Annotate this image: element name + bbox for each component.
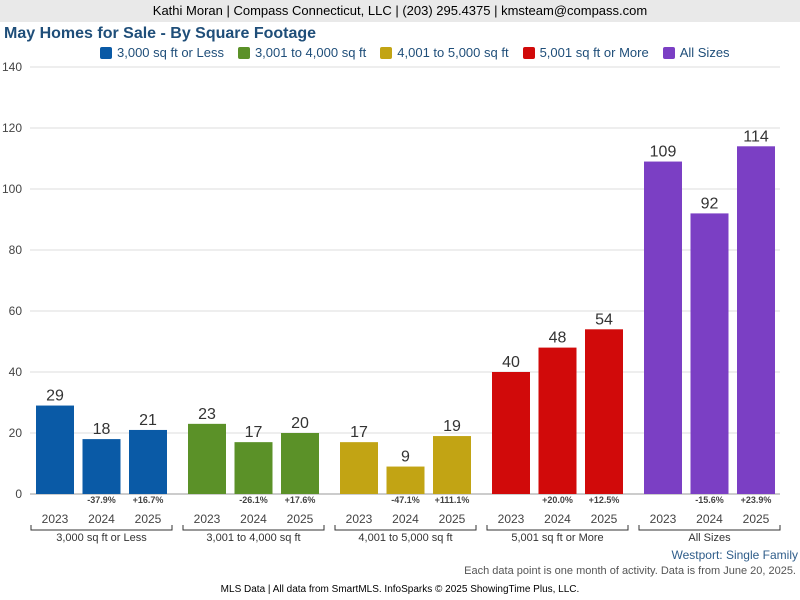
change-label: -47.1% <box>391 495 420 505</box>
group-label: 5,001 sq ft or More <box>511 532 603 544</box>
bar-value-label: 23 <box>198 406 216 423</box>
legend-label: All Sizes <box>679 45 730 60</box>
year-tick-label: 2023 <box>194 512 221 526</box>
bar <box>737 146 775 495</box>
legend-item[interactable]: All Sizes <box>662 45 730 60</box>
change-label: +23.9% <box>741 495 772 505</box>
legend: 3,000 sq ft or Less 3,001 to 4,000 sq ft 4… <box>100 45 730 60</box>
bar <box>492 372 530 494</box>
bar-value-label: 114 <box>743 128 769 145</box>
group-bracket <box>182 525 325 531</box>
year-tick-label: 2025 <box>743 512 770 526</box>
year-tick-label: 2025 <box>439 512 466 526</box>
bar-value-label: 21 <box>139 412 157 429</box>
year-tick-label: 2025 <box>591 512 618 526</box>
legend-swatch <box>237 46 250 59</box>
legend-label: 3,001 to 4,000 sq ft <box>254 45 367 60</box>
bar <box>585 329 623 494</box>
year-tick-label: 2023 <box>42 512 69 526</box>
change-label: +16.7% <box>133 495 164 505</box>
legend-swatch <box>380 46 393 59</box>
y-tick-label: 140 <box>2 60 22 74</box>
bar <box>129 429 167 494</box>
group-bracket <box>486 525 629 531</box>
legend-item[interactable]: 5,001 sq ft or More <box>522 45 649 60</box>
bar-value-label: 19 <box>443 418 461 435</box>
group-bracket <box>30 525 173 531</box>
legend-swatch <box>100 46 112 59</box>
year-tick-label: 2024 <box>392 512 419 526</box>
group-label: All Sizes <box>688 532 731 544</box>
change-label: +12.5% <box>589 495 620 505</box>
group-bracket <box>334 525 477 531</box>
legend-swatch <box>662 46 675 59</box>
bar <box>234 442 273 494</box>
bar-value-label: 17 <box>350 424 368 441</box>
legend-item[interactable]: 3,001 to 4,000 sq ft <box>237 45 367 60</box>
bar <box>690 213 729 494</box>
change-label: +20.0% <box>542 495 573 505</box>
y-tick-label: 20 <box>9 426 23 440</box>
bar-value-label: 20 <box>291 415 309 432</box>
legend-swatch <box>522 46 535 59</box>
legend-item[interactable]: 4,001 to 5,000 sq ft <box>380 45 509 60</box>
y-tick-label: 100 <box>2 182 22 196</box>
year-tick-label: 2023 <box>650 512 677 526</box>
bar <box>386 466 425 494</box>
year-tick-label: 2024 <box>696 512 723 526</box>
year-tick-label: 2023 <box>498 512 525 526</box>
bar-value-label: 9 <box>401 449 410 466</box>
agent-banner: Kathi Moran | Compass Connecticut, LLC |… <box>0 0 800 22</box>
bar <box>433 436 471 494</box>
year-tick-label: 2023 <box>346 512 373 526</box>
chart-title: May Homes for Sale - By Square Footage <box>4 25 317 42</box>
bar <box>188 423 226 494</box>
year-tick-label: 2024 <box>544 512 571 526</box>
change-label: -37.9% <box>87 495 116 505</box>
bar-value-label: 40 <box>502 354 520 371</box>
group-label: 3,001 to 4,000 sq ft <box>206 532 300 544</box>
data-footnote: Each data point is one month of activity… <box>464 565 796 577</box>
bar-value-label: 29 <box>46 388 64 405</box>
bar <box>340 442 378 494</box>
bar <box>281 433 319 494</box>
change-label: -26.1% <box>239 495 268 505</box>
year-tick-label: 2024 <box>88 512 115 526</box>
change-label: -15.6% <box>695 495 724 505</box>
bar <box>82 439 121 494</box>
legend-label: 3,000 sq ft or Less <box>117 45 224 60</box>
bar <box>538 347 577 494</box>
y-tick-label: 120 <box>2 121 22 135</box>
bar-value-label: 17 <box>245 424 263 441</box>
bar <box>36 405 74 494</box>
change-label: +17.6% <box>285 495 316 505</box>
group-label: 4,001 to 5,000 sq ft <box>358 532 452 544</box>
year-tick-label: 2024 <box>240 512 267 526</box>
legend-label: 5,001 sq ft or More <box>539 45 649 60</box>
y-tick-label: 0 <box>15 487 22 501</box>
legend-item[interactable]: 3,000 sq ft or Less <box>100 45 224 60</box>
year-tick-label: 2025 <box>135 512 162 526</box>
y-tick-label: 40 <box>9 365 23 379</box>
bar-value-label: 92 <box>701 195 719 212</box>
y-tick-label: 80 <box>9 243 23 257</box>
bar-value-label: 54 <box>595 311 613 328</box>
group-bracket <box>638 525 781 531</box>
source-credit: MLS Data | All data from SmartMLS. InfoS… <box>220 584 580 595</box>
bar-value-label: 48 <box>549 330 567 347</box>
bar-value-label: 18 <box>93 421 111 438</box>
region-label: Westport: Single Family <box>671 548 799 562</box>
change-label: +111.1% <box>435 495 470 505</box>
legend-label: 4,001 to 5,000 sq ft <box>397 45 509 60</box>
year-tick-label: 2025 <box>287 512 314 526</box>
y-tick-label: 60 <box>9 304 23 318</box>
group-label: 3,000 sq ft or Less <box>56 532 147 544</box>
bar <box>644 161 682 495</box>
bar-value-label: 109 <box>650 144 677 161</box>
